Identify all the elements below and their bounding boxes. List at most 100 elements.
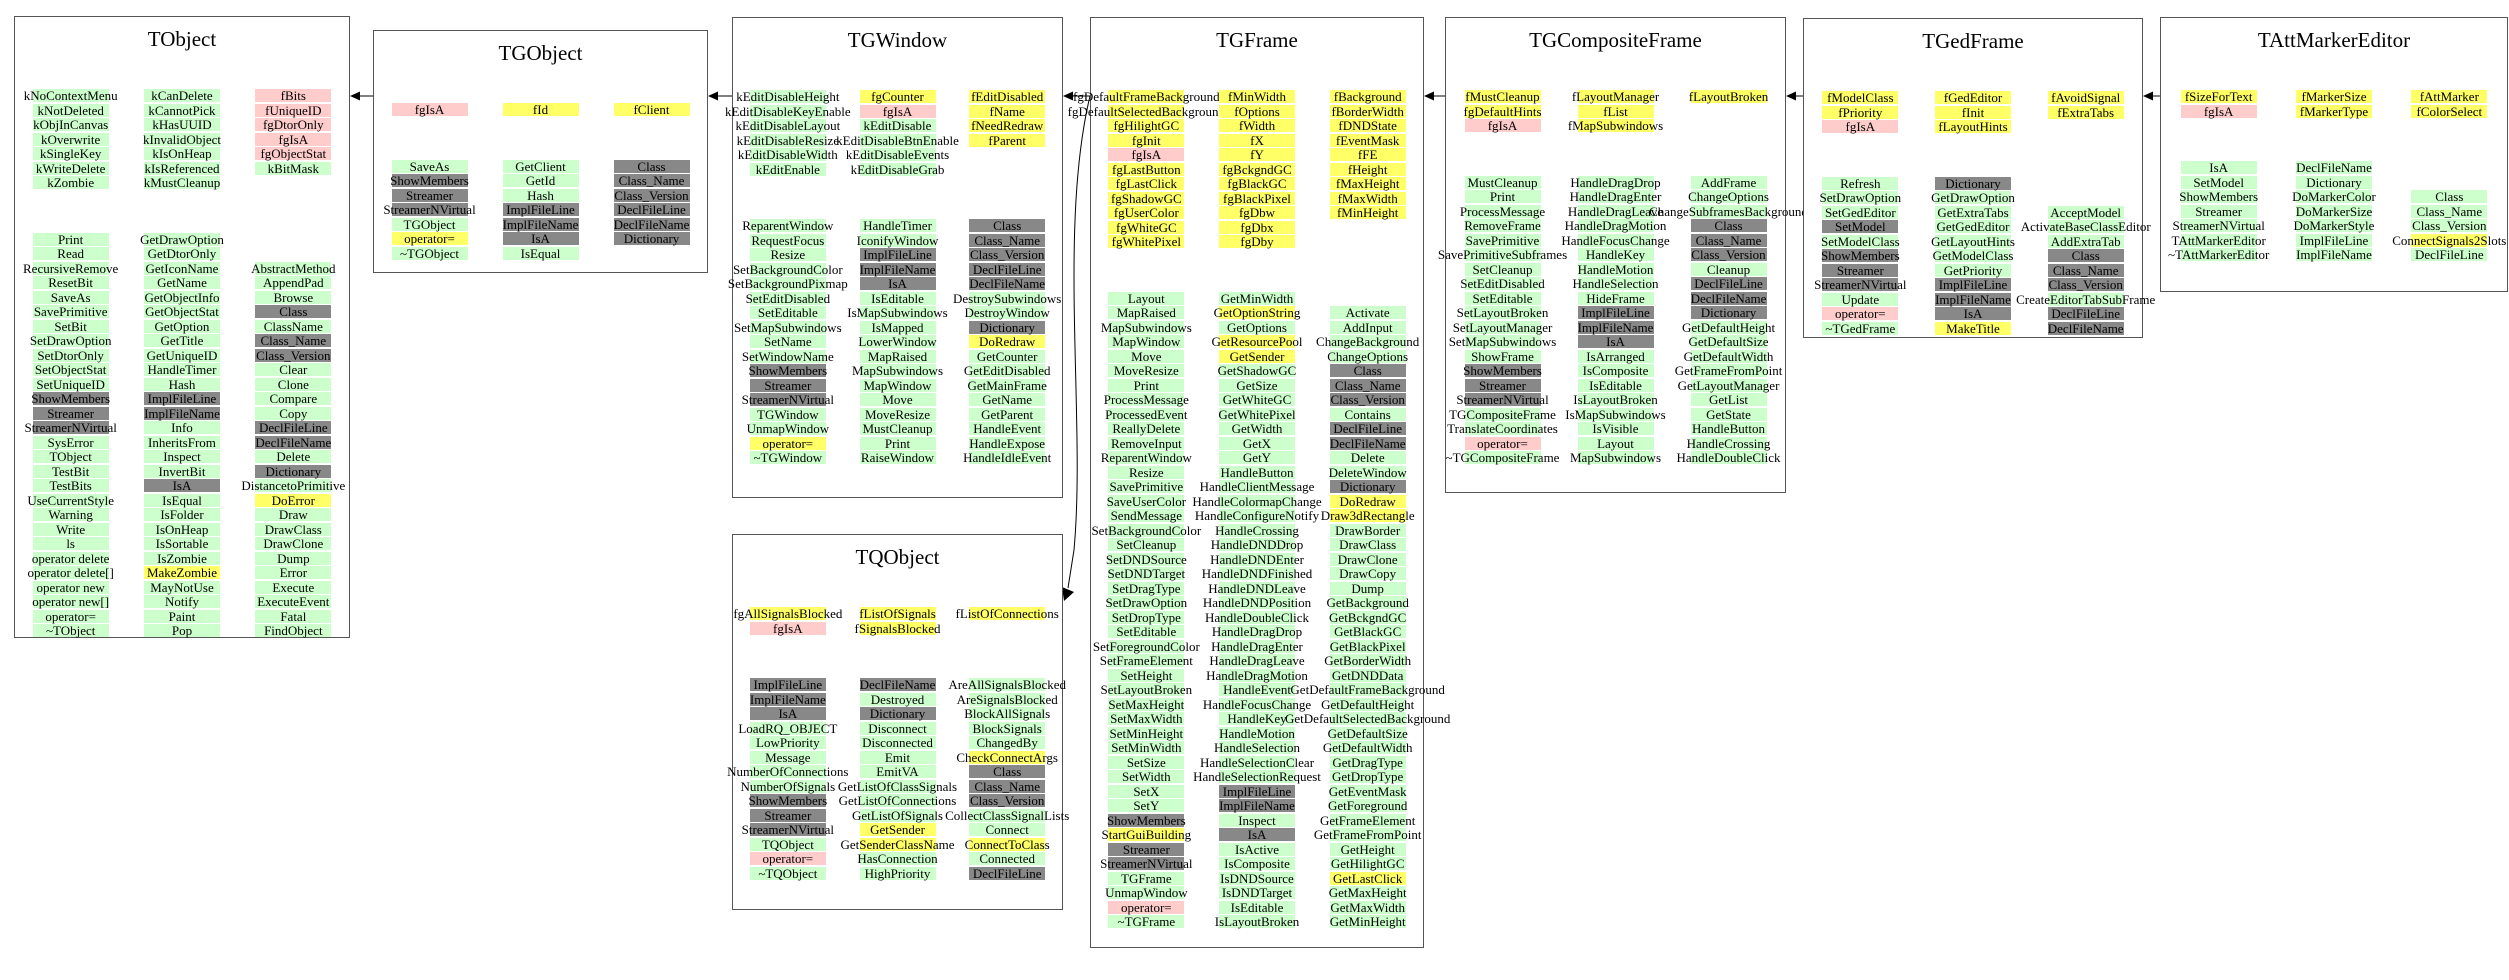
method-cell-implfileline[interactable]: ImplFileLine bbox=[502, 203, 579, 216]
method-cell-handlekey[interactable]: HandleKey bbox=[1577, 248, 1654, 261]
member-cell-koverwrite[interactable]: kOverwrite bbox=[32, 132, 109, 146]
member-cell-kbitmask[interactable]: kBitMask bbox=[255, 161, 332, 175]
method-cell-seteditable[interactable]: SetEditable bbox=[749, 306, 826, 319]
member-cell-fgwhitegc[interactable]: fgWhiteGC bbox=[1108, 220, 1185, 234]
member-cell-flistofconnections[interactable]: fListOfConnections bbox=[955, 606, 1059, 621]
method-cell--tgobject[interactable]: ~TGObject bbox=[391, 246, 468, 260]
method-cell-doredraw[interactable]: DoRedraw bbox=[969, 335, 1046, 348]
method-cell-unmapwindow[interactable]: UnmapWindow bbox=[1105, 885, 1188, 900]
method-cell-showmembers[interactable]: ShowMembers bbox=[1463, 363, 1542, 378]
method-cell-changebackground[interactable]: ChangeBackground bbox=[1316, 334, 1420, 349]
method-cell-setdtoronly[interactable]: SetDtorOnly bbox=[32, 348, 109, 362]
member-cell-kwritedelete[interactable]: kWriteDelete bbox=[32, 161, 109, 175]
method-cell-getuniqueid[interactable]: GetUniqueID bbox=[143, 348, 220, 362]
method-cell-setforegroundcolor[interactable]: SetForegroundColor bbox=[1092, 638, 1200, 654]
method-cell-cleanup[interactable]: Cleanup bbox=[1690, 262, 1767, 276]
member-cell-fgwhitepixel[interactable]: fgWhitePixel bbox=[1108, 235, 1185, 248]
method-cell-tattmarkereditor[interactable]: TAttMarkerEditor bbox=[2171, 232, 2266, 248]
method-cell-seteditdisabled[interactable]: SetEditDisabled bbox=[1460, 276, 1545, 291]
method-cell-getdefaultsize[interactable]: GetDefaultSize bbox=[1688, 334, 1769, 349]
method-cell-class-name[interactable]: Class_Name bbox=[2047, 263, 2124, 277]
member-cell-fheight[interactable]: fHeight bbox=[1329, 162, 1406, 176]
member-cell-knotdeleted[interactable]: kNotDeleted bbox=[32, 103, 109, 117]
member-cell-fgdefaultframebackground[interactable]: fgDefaultFrameBackground bbox=[1073, 89, 1220, 104]
method-cell-blocksignals[interactable]: BlockSignals bbox=[969, 721, 1046, 735]
method-cell-refresh[interactable]: Refresh bbox=[1822, 176, 1899, 190]
method-cell-disconnected[interactable]: Disconnected bbox=[859, 736, 936, 749]
method-cell-translatecoordinates[interactable]: TranslateCoordinates bbox=[1447, 421, 1558, 436]
method-cell-isactive[interactable]: IsActive bbox=[1219, 842, 1295, 856]
member-cell-fattmarker[interactable]: fAttMarker bbox=[2411, 90, 2488, 103]
method-cell-isequal[interactable]: IsEqual bbox=[143, 493, 220, 507]
method-cell-emit[interactable]: Emit bbox=[859, 750, 936, 764]
method-cell-inspect[interactable]: Inspect bbox=[1219, 813, 1295, 827]
member-cell-kisreferenced[interactable]: kIsReferenced bbox=[143, 160, 220, 176]
method-cell-reallydelete[interactable]: ReallyDelete bbox=[1108, 422, 1185, 435]
method-cell-implfilename[interactable]: ImplFileName bbox=[2295, 247, 2372, 262]
method-cell-handledragleave[interactable]: HandleDragLeave bbox=[1209, 653, 1305, 668]
method-cell-getdrawoption[interactable]: GetDrawOption bbox=[1931, 190, 2015, 205]
member-cell-flayoutbroken[interactable]: fLayoutBroken bbox=[1688, 89, 1769, 104]
method-cell-processmessage[interactable]: ProcessMessage bbox=[1103, 392, 1189, 407]
method-cell-sendmessage[interactable]: SendMessage bbox=[1108, 509, 1185, 522]
method-cell-findobject[interactable]: FindObject bbox=[255, 624, 332, 637]
method-cell-getsenderclassname[interactable]: GetSenderClassName bbox=[840, 836, 955, 852]
method-cell-mapsubwindows[interactable]: MapSubwindows bbox=[1100, 319, 1192, 335]
member-cell-kcannotpick[interactable]: kCannotPick bbox=[143, 103, 220, 117]
method-cell-deletewindow[interactable]: DeleteWindow bbox=[1328, 464, 1407, 480]
method-cell-invertbit[interactable]: InvertBit bbox=[143, 464, 220, 478]
method-cell-setbackgroundcolor[interactable]: SetBackgroundColor bbox=[732, 261, 843, 277]
method-cell-activate[interactable]: Activate bbox=[1329, 306, 1406, 319]
method-cell-collectclasssignallists[interactable]: CollectClassSignalLists bbox=[945, 807, 1070, 823]
method-cell-areallsignalsblocked[interactable]: AreAllSignalsBlocked bbox=[948, 677, 1067, 692]
method-cell-class[interactable]: Class bbox=[969, 219, 1046, 232]
method-cell-issortable[interactable]: IsSortable bbox=[143, 537, 220, 550]
method-cell-draw3drectangle[interactable]: Draw3dRectangle bbox=[1320, 508, 1415, 523]
member-cell-fneedredraw[interactable]: fNeedRedraw bbox=[969, 118, 1046, 133]
method-cell-dump[interactable]: Dump bbox=[255, 551, 332, 565]
method-cell-addframe[interactable]: AddFrame bbox=[1690, 175, 1767, 189]
method-cell-handlecrossing[interactable]: HandleCrossing bbox=[1686, 435, 1771, 451]
method-cell-getframeelement[interactable]: GetFrameElement bbox=[1320, 812, 1416, 828]
method-cell-isonheap[interactable]: IsOnHeap bbox=[143, 522, 220, 536]
member-cell-fgdefaultselectedbackground[interactable]: fgDefaultSelectedBackground bbox=[1067, 103, 1226, 119]
method-cell-getmainframe[interactable]: GetMainFrame bbox=[967, 377, 1047, 393]
method-cell-tobject[interactable]: TObject bbox=[32, 450, 109, 463]
method-cell-implfilename[interactable]: ImplFileName bbox=[749, 691, 826, 707]
method-cell-raisewindow[interactable]: RaiseWindow bbox=[859, 450, 936, 465]
method-cell-implfileline[interactable]: ImplFileLine bbox=[143, 392, 220, 405]
method-cell-handledragdrop[interactable]: HandleDragDrop bbox=[1570, 174, 1661, 190]
method-cell-clear[interactable]: Clear bbox=[255, 363, 332, 376]
member-cell-flayouthints[interactable]: fLayoutHints bbox=[1935, 120, 2011, 133]
method-cell-fatal[interactable]: Fatal bbox=[255, 609, 332, 623]
method-cell-implfileline[interactable]: ImplFileLine bbox=[1219, 784, 1295, 798]
method-cell-handleevent[interactable]: HandleEvent bbox=[1219, 683, 1295, 696]
method-cell-domarkersize[interactable]: DoMarkerSize bbox=[2295, 203, 2373, 219]
method-cell-drawclone[interactable]: DrawClone bbox=[255, 537, 332, 550]
method-cell-dictionary[interactable]: Dictionary bbox=[2295, 175, 2372, 189]
member-cell-kisonheap[interactable]: kIsOnHeap bbox=[143, 147, 220, 160]
method-cell-declfileline[interactable]: DeclFileLine bbox=[255, 421, 332, 434]
method-cell-setmaxwidth[interactable]: SetMaxWidth bbox=[1108, 711, 1185, 726]
method-cell-doredraw[interactable]: DoRedraw bbox=[1329, 494, 1406, 508]
method-cell-isa[interactable]: IsA bbox=[2180, 161, 2257, 174]
method-cell-setdndsource[interactable]: SetDNDSource bbox=[1105, 551, 1187, 567]
method-cell-distancetoprimitive[interactable]: DistancetoPrimitive bbox=[241, 478, 346, 493]
method-cell-iseditable[interactable]: IsEditable bbox=[859, 291, 936, 305]
method-cell-handledragenter[interactable]: HandleDragEnter bbox=[1569, 189, 1662, 204]
method-cell--tobject[interactable]: ~TObject bbox=[32, 624, 109, 637]
method-cell--tgframe[interactable]: ~TGFrame bbox=[1108, 915, 1185, 928]
method-cell-declfileline[interactable]: DeclFileLine bbox=[969, 866, 1046, 880]
method-cell-setmodel[interactable]: SetModel bbox=[1822, 220, 1899, 233]
method-cell-setmapsubwindows[interactable]: SetMapSubwindows bbox=[734, 319, 842, 335]
method-cell-class-version[interactable]: Class_Version bbox=[255, 347, 332, 363]
method-cell-handledragmotion[interactable]: HandleDragMotion bbox=[1206, 667, 1308, 683]
method-cell--tqobject[interactable]: ~TQObject bbox=[749, 866, 826, 880]
member-cell-fy[interactable]: fY bbox=[1219, 148, 1295, 161]
member-cell-fglastbutton[interactable]: fgLastButton bbox=[1108, 162, 1185, 176]
method-cell-resize[interactable]: Resize bbox=[1108, 465, 1185, 479]
method-cell-mapraised[interactable]: MapRaised bbox=[1108, 306, 1185, 319]
method-cell-getlistofconnections[interactable]: GetListOfConnections bbox=[838, 793, 957, 808]
method-cell-resize[interactable]: Resize bbox=[749, 248, 826, 261]
method-cell-setcleanup[interactable]: SetCleanup bbox=[1108, 538, 1185, 551]
